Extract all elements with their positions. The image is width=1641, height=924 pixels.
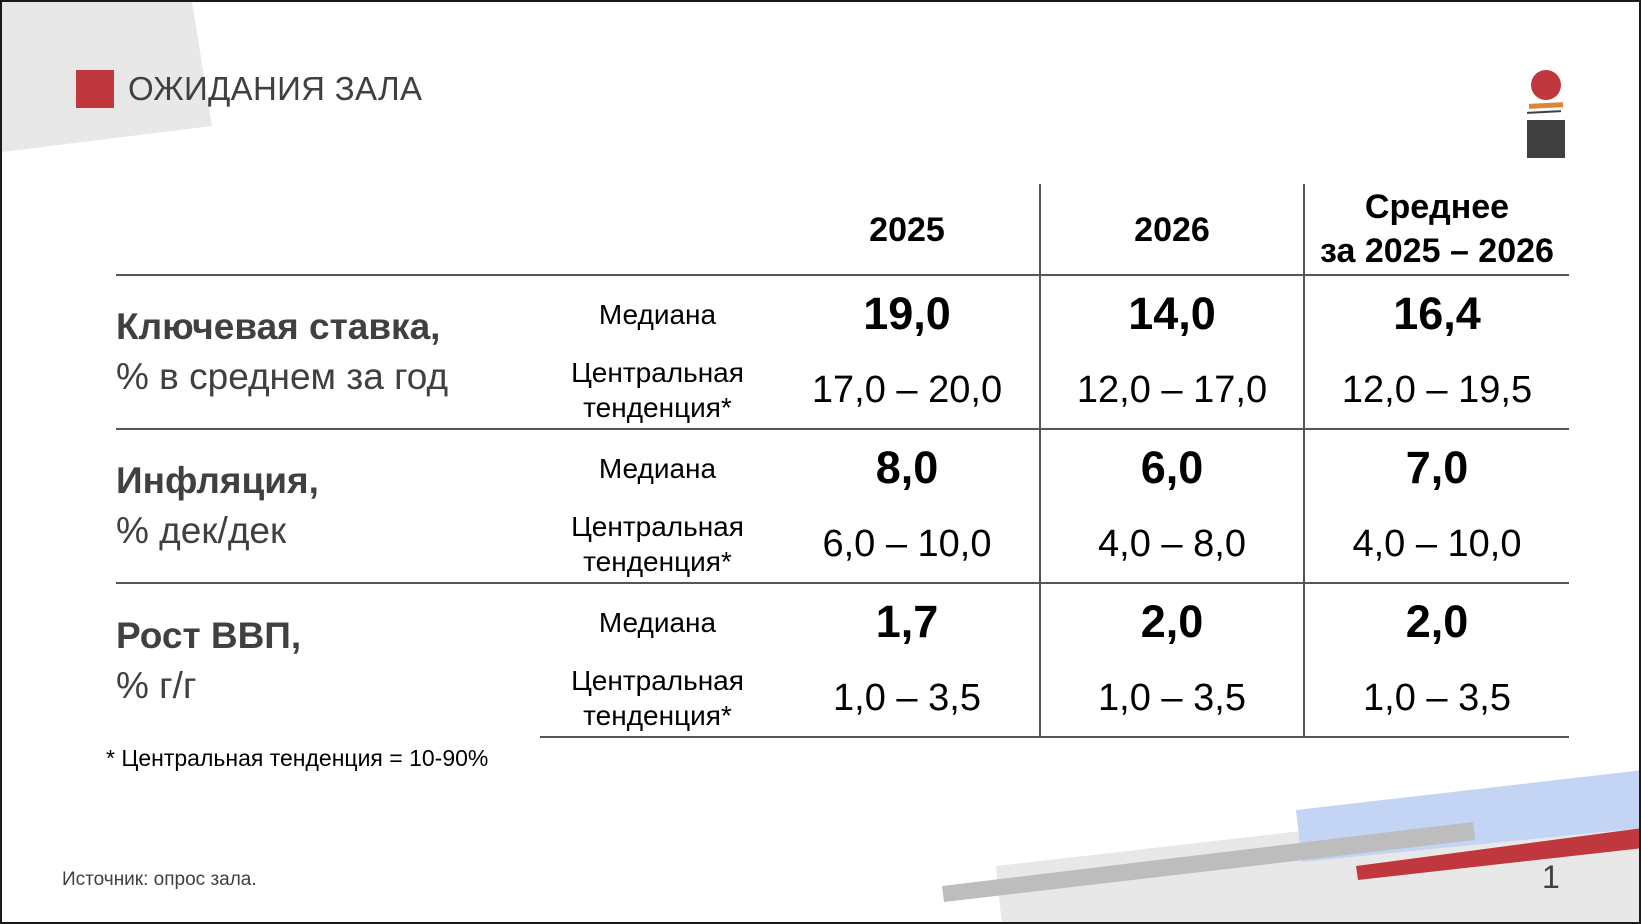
table-header-row: 2025 2026 Среднее за 2025 – 2026 <box>116 184 1569 275</box>
stat-label-line2: тенденция* <box>583 546 732 577</box>
title-text: ОЖИДАНИЯ ЗАЛА <box>128 70 423 107</box>
stat-label-median: Медиана <box>540 428 775 506</box>
range-value: 12,0 – 19,5 <box>1303 352 1569 429</box>
stat-label-median: Медиана <box>540 274 775 352</box>
range-value: 6,0 – 10,0 <box>822 522 992 565</box>
median-value: 2,0 <box>1303 582 1569 660</box>
median-value: 19,0 <box>775 274 1040 352</box>
range-value: 4,0 – 10,0 <box>1303 506 1569 583</box>
row-label-key-rate: Ключевая ставка, % в среднем за год <box>116 274 540 429</box>
title-marker-square <box>76 70 114 108</box>
range-value: 12,0 – 17,0 <box>1039 352 1304 429</box>
table-row-gdp-median: Рост ВВП, % г/г Медиана 1,7 2,0 2,0 <box>116 582 1569 737</box>
row-label-inflation: Инфляция, % дек/дек <box>116 428 540 583</box>
header-year-2026: 2026 <box>1039 184 1304 275</box>
row-label-sub: % дек/дек <box>116 510 287 551</box>
range-value: 1,0 – 3,5 <box>1039 660 1304 738</box>
footnote: * Центральная тенденция = 10-90% <box>106 745 489 771</box>
stat-label-line1: Центральная <box>571 357 744 388</box>
table-row-key-rate-median: Ключевая ставка, % в среднем за год Меди… <box>116 274 1569 429</box>
stat-label-median: Медиана <box>540 582 775 660</box>
table-row-inflation-median: Инфляция, % дек/дек Медиана 8,0 6,0 7,0 <box>116 428 1569 583</box>
range-value: 1,0 – 3,5 <box>775 660 1040 738</box>
stat-label-line2: тенденция* <box>583 700 732 731</box>
median-value: 1,7 <box>775 582 1040 660</box>
median-value: 6,0 <box>1039 428 1304 506</box>
median-value: 8,0 <box>775 428 1040 506</box>
stat-label-line1: Центральная <box>571 665 744 696</box>
median-value: 16,4 <box>1303 274 1569 352</box>
median-value: 2,0 <box>1039 582 1304 660</box>
source-note: Источник: опрос зала. <box>62 869 257 890</box>
stat-label-central-tendency: Центральная тенденция* <box>540 506 775 583</box>
header-empty-cell <box>116 184 540 275</box>
header-empty-cell <box>540 184 775 275</box>
median-value: 14,0 <box>1039 274 1304 352</box>
stat-label-central-tendency: Центральная тенденция* <box>540 660 775 738</box>
forecast-table: 2025 2026 Среднее за 2025 – 2026 Ключева… <box>116 184 1569 738</box>
header-average-line1: Среднее <box>1364 188 1510 226</box>
median-value: 7,0 <box>1303 428 1569 506</box>
range-value: 4,0 – 8,0 <box>1039 506 1304 583</box>
row-label-sub: % в среднем за год <box>116 356 449 397</box>
range-value: 1,0 – 3,5 <box>1303 660 1569 738</box>
header-average: Среднее за 2025 – 2026 <box>1303 184 1569 275</box>
row-label-main: Инфляция, <box>116 460 319 501</box>
page-number: 1 <box>1542 859 1560 895</box>
table-row-key-rate-range: Центральная тенденция* 17,0 – 20,0 12,0 … <box>116 352 1569 429</box>
row-label-sub: % г/г <box>116 664 197 706</box>
row-label-main: Ключевая ставка, <box>116 306 441 347</box>
decor-bottom-right-shapes <box>942 770 1639 922</box>
stat-label-line1: Центральная <box>571 511 744 542</box>
slide-title: ОЖИДАНИЯ ЗАЛА <box>76 70 422 108</box>
stat-label-central-tendency: Центральная тенденция* <box>540 352 775 429</box>
row-label-gdp: Рост ВВП, % г/г <box>116 582 540 737</box>
table-row-gdp-range: Центральная тенденция* 1,0 – 3,5 1,0 – 3… <box>116 660 1569 738</box>
stat-label-line2: тенденция* <box>583 392 732 423</box>
row-label-main: Рост ВВП, <box>116 614 302 656</box>
table-row-inflation-range: Центральная тенденция* 6,0 – 10,0 4,0 – … <box>116 506 1569 583</box>
header-year-2025: 2025 <box>869 210 945 249</box>
range-value: 17,0 – 20,0 <box>811 368 1003 411</box>
logo-icon <box>1526 70 1565 158</box>
header-average-line2: за 2025 – 2026 <box>1320 232 1554 270</box>
